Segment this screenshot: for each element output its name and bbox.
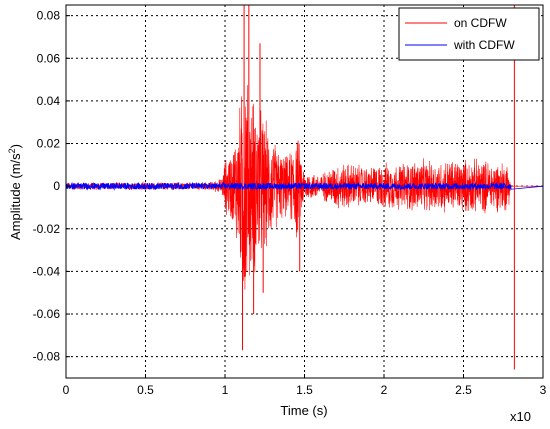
y-tick-label: -0.08 bbox=[33, 350, 61, 364]
y-tick-label: 0.08 bbox=[37, 9, 61, 23]
y-axis-label-superscript: 2 bbox=[7, 148, 17, 153]
y-tick-label: -0.06 bbox=[33, 307, 61, 321]
y-axis-label-close: ) bbox=[8, 144, 23, 148]
x-tick-label: 0.5 bbox=[137, 383, 154, 397]
x-tick-label: 3 bbox=[540, 383, 547, 397]
x-tick-label: 2.5 bbox=[455, 383, 472, 397]
x-ticks: 0 0.5 1 1.5 2 2.5 3 bbox=[63, 374, 547, 397]
y-tick-label: 0.04 bbox=[37, 94, 61, 108]
legend-label-on-cdfw: on CDFW bbox=[454, 16, 507, 30]
y-ticks: -0.08 -0.06 -0.04 -0.02 0 0.02 0.04 0.06 0.08 bbox=[33, 9, 70, 364]
y-tick-label: 0.02 bbox=[37, 137, 61, 151]
x-tick-label: 1.5 bbox=[296, 383, 313, 397]
x-exponent-label: x10 bbox=[510, 409, 531, 424]
series-with-cdfw bbox=[65, 181, 544, 191]
legend-box bbox=[398, 7, 540, 61]
x-tick-label: 1 bbox=[222, 383, 229, 397]
legend: on CDFW with CDFW bbox=[398, 7, 540, 61]
x-axis-label: Time (s) bbox=[280, 403, 327, 418]
y-tick-label: -0.02 bbox=[33, 222, 61, 236]
series-line-with-cdfw bbox=[65, 181, 544, 191]
x-tick-label: 0 bbox=[63, 383, 70, 397]
y-axis-label-main: Amplitude (m/s bbox=[8, 153, 23, 240]
y-axis-label: Amplitude (m/s2) bbox=[7, 144, 23, 240]
legend-label-with-cdfw: with CDFW bbox=[453, 38, 515, 52]
x-tick-label: 2 bbox=[381, 383, 388, 397]
y-tick-label: -0.04 bbox=[33, 264, 61, 278]
y-tick-label: 0.06 bbox=[37, 51, 61, 65]
y-tick-label: 0 bbox=[53, 179, 60, 193]
